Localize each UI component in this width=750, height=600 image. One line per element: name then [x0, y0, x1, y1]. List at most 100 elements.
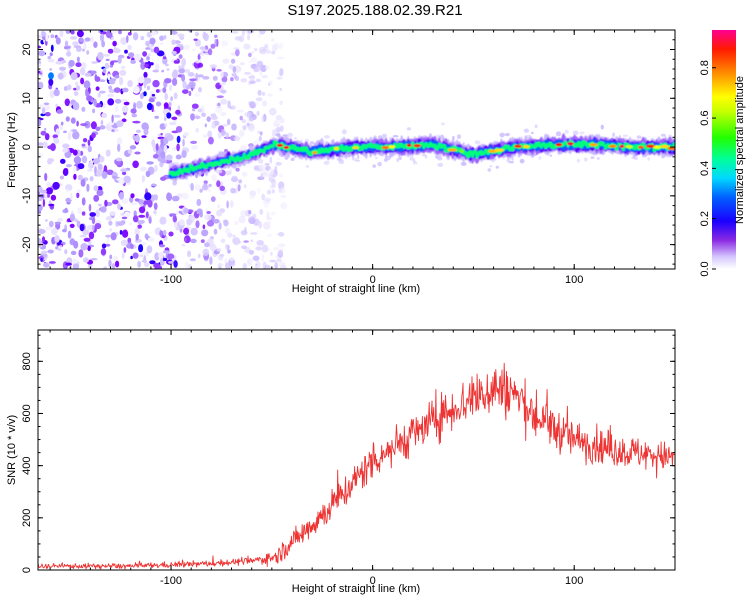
noise-speck	[84, 72, 92, 77]
noise-speck	[183, 207, 189, 214]
noise-speck	[65, 116, 70, 122]
noise-speck	[190, 238, 197, 244]
noise-speck	[143, 91, 147, 97]
noise-speck	[163, 102, 169, 109]
noise-speck	[107, 48, 114, 54]
noise-speck	[220, 98, 228, 105]
noise-speck	[220, 238, 226, 243]
noise-speck	[206, 211, 211, 214]
noise-speck	[104, 199, 108, 207]
noise-speck	[49, 68, 52, 71]
noise-speck	[79, 223, 85, 232]
noise-speck	[96, 169, 103, 177]
noise-speck	[202, 76, 210, 80]
noise-speck	[64, 98, 71, 107]
noise-speck	[193, 38, 198, 41]
noise-speck	[119, 76, 124, 86]
ridge-peak	[514, 144, 522, 148]
noise-speck	[65, 164, 72, 168]
noise-speck	[197, 74, 204, 78]
noise-speck	[149, 62, 154, 66]
ridge-peak	[447, 148, 457, 152]
noise-speck	[176, 143, 180, 152]
noise-speck	[228, 64, 234, 70]
noise-speck	[262, 100, 267, 107]
noise-speck	[148, 98, 155, 103]
noise-speck	[135, 129, 141, 133]
noise-speck	[158, 252, 164, 260]
noise-speck	[204, 242, 210, 248]
noise-speck	[38, 255, 45, 260]
noise-speck	[173, 220, 178, 228]
noise-speck	[195, 59, 202, 64]
noise-speck	[241, 245, 247, 249]
noise-speck	[138, 214, 146, 218]
noise-speck	[150, 183, 157, 187]
noise-speck	[221, 128, 226, 137]
noise-speck	[87, 139, 91, 146]
noise-speck	[647, 156, 650, 161]
noise-speck	[171, 116, 178, 121]
noise-speck	[216, 95, 224, 99]
noise-speck	[70, 72, 78, 81]
noise-speck	[206, 220, 215, 227]
noise-speck	[63, 130, 67, 134]
noise-speck	[264, 163, 270, 166]
noise-speck	[258, 164, 266, 170]
noise-speck	[64, 151, 72, 159]
noise-speck	[199, 188, 203, 193]
noise-speck	[38, 210, 42, 214]
noise-speck	[173, 260, 178, 268]
noise-speck	[232, 234, 236, 238]
noise-speck	[256, 240, 265, 246]
noise-speck	[278, 261, 286, 267]
noise-speck	[48, 203, 55, 207]
spectrogram-x-title: Height of straight line (km)	[292, 283, 420, 295]
noise-speck	[62, 143, 70, 149]
noise-speck	[531, 131, 534, 135]
ridge-peak	[555, 143, 563, 147]
noise-speck	[154, 164, 158, 172]
noise-speck	[80, 77, 85, 85]
colorbar-tick-label: 0.6	[699, 110, 711, 125]
noise-speck	[94, 76, 101, 82]
noise-speck	[279, 100, 283, 106]
noise-speck	[178, 54, 183, 59]
noise-speck	[130, 108, 137, 114]
noise-speck	[52, 134, 59, 139]
noise-speck	[240, 62, 245, 66]
noise-speck	[155, 89, 160, 93]
noise-speck	[99, 125, 106, 130]
noise-speck	[182, 89, 189, 94]
noise-speck	[189, 78, 197, 82]
noise-speck	[49, 52, 53, 57]
noise-speck	[95, 209, 100, 218]
noise-speck	[73, 165, 77, 172]
noise-speck	[100, 120, 104, 125]
noise-speck	[67, 131, 72, 141]
noise-speck	[227, 249, 231, 254]
noise-speck	[66, 188, 70, 192]
noise-speck	[167, 261, 175, 264]
noise-speck	[191, 103, 199, 109]
noise-speck	[93, 185, 99, 192]
noise-speck	[159, 216, 167, 225]
noise-speck	[76, 85, 81, 91]
noise-speck	[103, 165, 108, 174]
snr-axes: -100 0 100 0 200 400 600 800	[21, 330, 676, 587]
noise-speck	[132, 252, 139, 259]
noise-speck	[69, 213, 76, 222]
noise-speck	[48, 261, 56, 264]
noise-speck	[252, 255, 260, 262]
noise-speck	[229, 256, 235, 262]
noise-speck	[230, 187, 236, 194]
noise-speck	[182, 192, 189, 200]
noise-speck	[95, 86, 100, 91]
noise-speck	[99, 33, 105, 42]
noise-speck	[72, 41, 79, 46]
noise-speck	[212, 219, 220, 224]
noise-speck	[162, 56, 167, 60]
noise-speck	[73, 173, 77, 180]
noise-speck	[160, 132, 163, 136]
noise-speck	[47, 158, 52, 165]
